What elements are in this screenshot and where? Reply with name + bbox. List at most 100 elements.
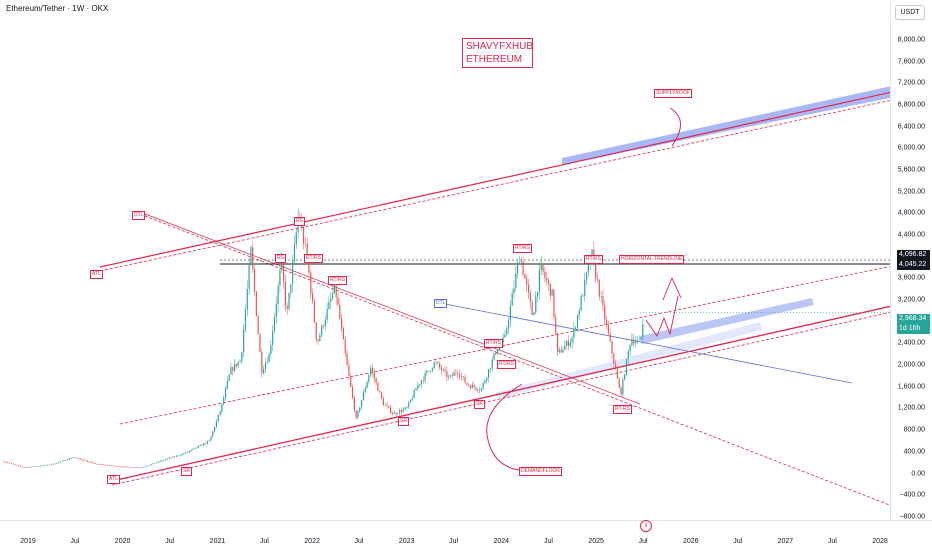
candle (157, 461, 159, 463)
price-tick: 4,400.00 (897, 231, 925, 239)
candle (194, 447, 196, 449)
candle (553, 289, 555, 321)
candle (10, 463, 13, 464)
candle (263, 365, 265, 375)
candle (239, 359, 241, 363)
price-tick: 6,800.00 (897, 101, 925, 109)
candle (226, 377, 228, 390)
candle (108, 465, 110, 466)
candle (478, 386, 481, 395)
candle (379, 390, 381, 394)
candle (90, 461, 92, 463)
candle (63, 459, 65, 461)
candle (277, 281, 279, 312)
candle (560, 345, 562, 354)
price-tick: 6,000.00 (897, 144, 925, 152)
candle (453, 369, 455, 377)
candle (248, 258, 250, 295)
candle (584, 272, 586, 302)
candle (221, 403, 223, 415)
candle (460, 372, 462, 382)
annotation-rs-2021: RS (275, 254, 286, 263)
candle (611, 340, 613, 359)
candle (355, 409, 357, 420)
candle (440, 364, 443, 375)
candle (190, 449, 192, 452)
candle (292, 254, 294, 293)
candle (101, 464, 103, 465)
candle (223, 394, 225, 406)
candle (243, 323, 245, 358)
price-tick: 3,600.00 (897, 274, 925, 282)
candle (562, 345, 564, 353)
candle (114, 465, 116, 467)
candle (428, 370, 430, 372)
candle (21, 466, 23, 468)
candle (272, 325, 274, 351)
candle (136, 467, 138, 468)
annotation-horizontal-trendline: HORIZONTAL TRENDLINE (619, 255, 685, 264)
annotation-rt-rs-2024b: RT/RS (584, 255, 603, 264)
candle (455, 368, 457, 376)
annotation-sr-2020: SR (181, 467, 192, 476)
candle (204, 442, 207, 445)
candle (119, 466, 121, 468)
candle (388, 405, 390, 409)
candle (324, 315, 326, 331)
candle (310, 269, 312, 300)
candle (569, 338, 571, 349)
candle (252, 241, 254, 274)
candle (110, 465, 112, 467)
candle (504, 329, 506, 339)
candle (462, 376, 464, 381)
candle (330, 292, 332, 310)
candle (203, 442, 205, 447)
candle (183, 452, 185, 455)
price-tick: 7,200.00 (897, 79, 925, 87)
candle (497, 349, 499, 355)
time-axis[interactable]: 2019 Jul 2020 Jul 2021 Jul 2022 Jul 2023 Jul 2024 J… (0, 520, 932, 551)
candle (451, 371, 453, 380)
price-tick: 800.00 (903, 426, 925, 434)
chart-plot-area[interactable] (0, 0, 890, 520)
candle (88, 461, 91, 463)
candle (486, 376, 488, 384)
candle (555, 313, 557, 336)
candle (627, 349, 629, 365)
candle (3, 461, 5, 463)
candle (473, 382, 475, 390)
candle (596, 272, 599, 283)
candle (397, 412, 399, 416)
candle (448, 373, 450, 381)
candle (393, 410, 395, 414)
lightning-icon[interactable]: ⚡ (640, 520, 652, 532)
currency-selector[interactable]: USDT (895, 5, 925, 20)
candle (146, 465, 149, 467)
candle (624, 372, 626, 381)
symbol-title[interactable]: Ethereum/Tether · 1W · OKX (6, 4, 109, 13)
projection-arrow (662, 276, 682, 301)
time-tick: Jul (165, 538, 175, 545)
candle (399, 408, 401, 416)
candle (228, 373, 230, 382)
candle (391, 411, 394, 417)
candle (168, 457, 170, 460)
candle (87, 460, 89, 462)
candle (449, 374, 452, 379)
candle (337, 292, 339, 307)
candle (605, 315, 608, 330)
candle (36, 466, 38, 467)
candle (493, 352, 495, 361)
candle (83, 459, 85, 462)
candle (585, 271, 588, 286)
time-tick: 2026 (682, 538, 699, 545)
candle (536, 291, 539, 303)
candle (371, 363, 374, 377)
candle (415, 387, 417, 391)
price-tick: 0.00 (911, 470, 925, 477)
price-tick: −400.00 (899, 491, 926, 499)
candle (268, 351, 270, 363)
candle (264, 358, 267, 374)
candle (366, 380, 368, 389)
candle (533, 311, 535, 316)
